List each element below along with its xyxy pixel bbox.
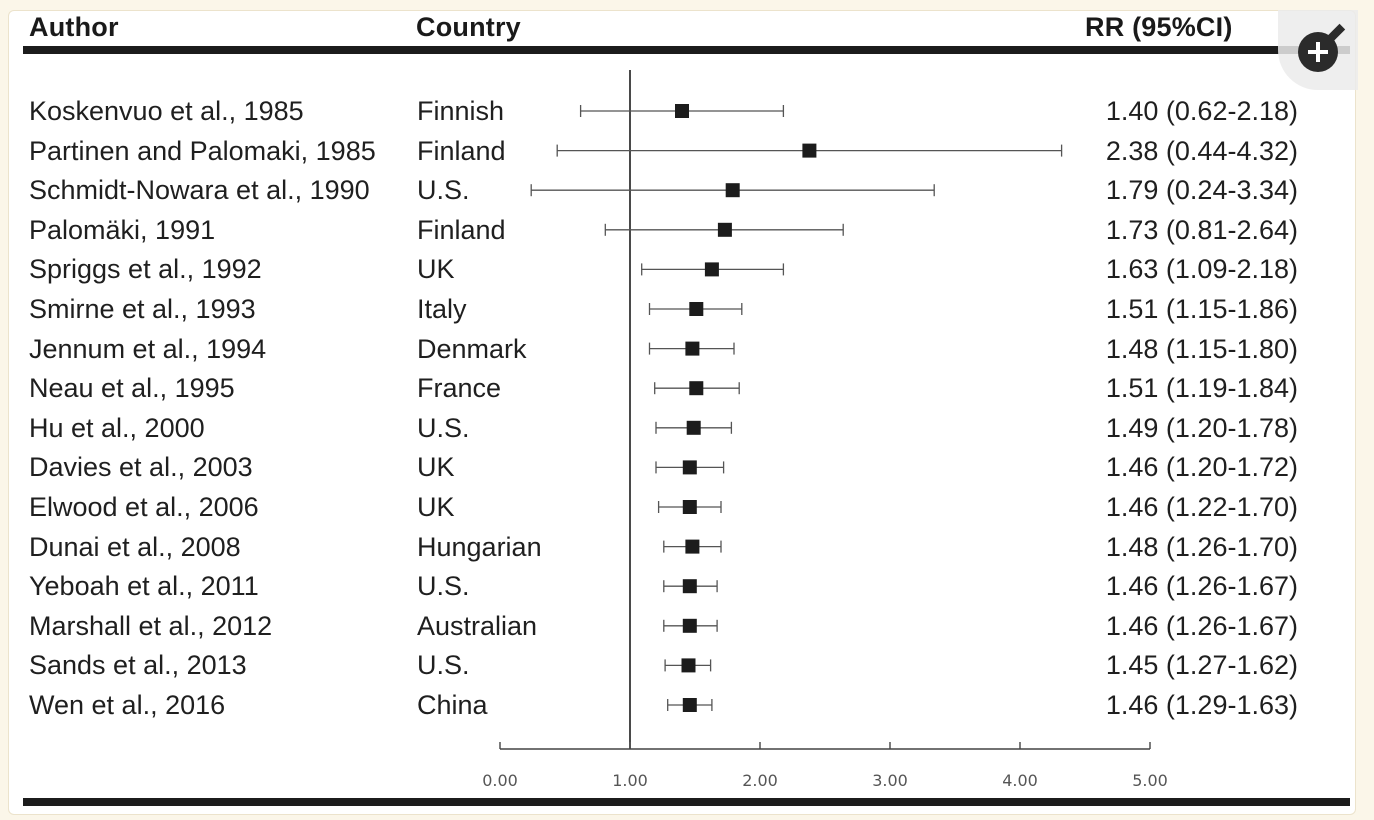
study-rr-ci: 1.40 (0.62-2.18) (1105, 96, 1298, 126)
study-author: Dunai et al., 2008 (29, 531, 241, 562)
header-rule (23, 46, 1350, 54)
rr-point-marker (682, 500, 697, 514)
study-country: Australian (417, 610, 538, 641)
study-author: Schmidt-Nowara et al., 1990 (29, 175, 370, 206)
study-rr-ci: 1.48 (1.15-1.80) (1105, 333, 1298, 364)
rr-point-marker (802, 143, 817, 158)
study-rr-ci: 1.49 (1.20-1.78) (1105, 412, 1298, 443)
study-rr-ci: 1.79 (0.24-3.34) (1105, 175, 1298, 206)
study-country: U.S. (417, 571, 470, 602)
rr-point-marker (682, 460, 697, 475)
study-author: Neau et al., 1995 (29, 373, 235, 404)
footer-rule (23, 798, 1350, 806)
study-rr-ci: 1.63 (1.09-2.18) (1105, 254, 1298, 285)
study-author: Smirne et al., 1993 (29, 294, 256, 324)
rr-point-marker (682, 698, 697, 712)
rr-point-marker (681, 658, 696, 673)
study-rr-ci: 1.46 (1.22-1.70) (1105, 492, 1298, 522)
study-author: Davies et al., 2003 (29, 452, 253, 483)
figure-panel (8, 10, 1356, 815)
study-country: UK (417, 254, 455, 285)
study-rr-ci: 1.46 (1.29-1.63) (1105, 690, 1298, 720)
study-rr-ci: 1.46 (1.26-1.67) (1105, 571, 1298, 602)
study-country: UK (417, 452, 455, 483)
study-author: Palomäki, 1991 (29, 214, 216, 245)
study-author: Marshall et al., 2012 (29, 610, 273, 641)
study-country: U.S. (417, 412, 470, 443)
zoom-in-icon (1298, 32, 1338, 72)
study-country: UK (417, 492, 455, 522)
study-country: U.S. (417, 650, 470, 681)
study-country: Italy (417, 294, 467, 324)
study-author: Hu et al., 2000 (29, 412, 205, 443)
study-author: Spriggs et al., 1992 (29, 254, 262, 285)
rr-point-marker (682, 579, 697, 594)
study-country: U.S. (417, 175, 470, 206)
x-tick-label: 1.00 (612, 771, 648, 790)
rr-point-marker (725, 183, 740, 198)
study-author: Yeboah et al., 2011 (29, 571, 259, 602)
study-rr-ci: 1.46 (1.20-1.72) (1105, 452, 1298, 483)
rr-point-marker (675, 104, 689, 118)
rr-column-header: RR (95%CI) (1085, 12, 1233, 42)
country-column-header: Country (416, 12, 521, 42)
study-country: China (417, 690, 488, 720)
rr-point-marker (685, 539, 700, 554)
rr-point-marker (704, 262, 719, 277)
rr-point-marker (689, 302, 704, 316)
study-author: Koskenvuo et al., 1985 (29, 96, 304, 126)
study-country: Denmark (417, 333, 527, 364)
x-tick-label: 2.00 (742, 771, 778, 790)
study-country: Finland (417, 135, 506, 166)
x-tick-label: 0.00 (482, 771, 518, 790)
x-tick-label: 3.00 (872, 771, 908, 790)
study-rr-ci: 1.51 (1.19-1.84) (1105, 373, 1298, 404)
study-country: Finland (417, 214, 506, 245)
study-rr-ci: 2.38 (0.44-4.32) (1105, 135, 1298, 166)
study-author: Elwood et al., 2006 (29, 492, 259, 522)
study-rr-ci: 1.73 (0.81-2.64) (1105, 214, 1298, 245)
study-country: Hungarian (417, 531, 542, 562)
study-author: Sands et al., 2013 (29, 650, 247, 681)
author-column-header: Author (29, 12, 119, 42)
study-author: Wen et al., 2016 (29, 690, 226, 720)
rr-point-marker (689, 381, 704, 396)
rr-point-marker (685, 341, 700, 356)
rr-point-marker (682, 618, 697, 633)
study-country: France (417, 373, 502, 404)
x-tick-label: 4.00 (1002, 771, 1038, 790)
rr-point-marker (686, 420, 701, 435)
rr-point-marker (717, 222, 732, 237)
study-country: Finnish (417, 96, 505, 126)
zoom-in-button[interactable] (1278, 10, 1358, 90)
x-tick-label: 5.00 (1132, 771, 1168, 790)
zoom-handle (1326, 23, 1346, 43)
study-author: Partinen and Palomaki, 1985 (29, 135, 376, 166)
study-author: Jennum et al., 1994 (29, 333, 267, 364)
study-rr-ci: 1.48 (1.26-1.70) (1105, 531, 1298, 562)
study-rr-ci: 1.46 (1.26-1.67) (1105, 610, 1298, 641)
study-rr-ci: 1.51 (1.15-1.86) (1105, 294, 1298, 324)
study-rr-ci: 1.45 (1.27-1.62) (1105, 650, 1298, 681)
